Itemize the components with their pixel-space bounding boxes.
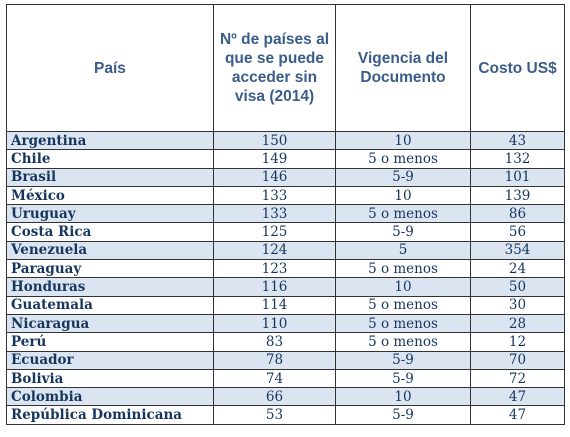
cell-costo: 12	[470, 332, 565, 352]
cell-pais: Venezuela	[6, 240, 214, 261]
header-pais: País	[6, 4, 214, 132]
cell-paises: 78	[213, 350, 336, 370]
cell-pais: Uruguay	[6, 204, 214, 224]
cell-pais: Perú	[6, 332, 214, 352]
cell-pais: Bolivia	[6, 368, 214, 389]
cell-vigencia: 5 o menos	[335, 259, 471, 279]
cell-costo: 50	[470, 277, 565, 297]
header-paises-label: Nº de países al que se puede acceder sin…	[219, 31, 330, 105]
cell-pais: Argentina	[6, 130, 214, 151]
cell-vigencia: 5-9	[335, 350, 471, 370]
cell-vigencia: 5 o menos	[335, 295, 471, 315]
cell-pais: Nicaragua	[6, 313, 214, 334]
table-row: Uruguay 133 5 o menos 86	[6, 204, 565, 224]
header-row: País Nº de países al que se puede accede…	[6, 4, 565, 132]
table-row: Nicaragua 110 5 o menos 28	[6, 313, 565, 334]
cell-vigencia: 5 o menos	[335, 149, 471, 169]
cell-costo: 101	[470, 167, 565, 187]
table-row: Brasil 146 5-9 101	[6, 167, 565, 187]
header-costo-label: Costo US$	[478, 59, 557, 77]
cell-pais: Chile	[6, 149, 214, 169]
header-paises: Nº de países al que se puede acceder sin…	[213, 4, 336, 132]
header-vigencia: Vigencia del Documento	[335, 4, 471, 132]
cell-pais: Paraguay	[6, 259, 214, 279]
table-row: Argentina 150 10 43	[6, 130, 565, 151]
table-row: Ecuador 78 5-9 70	[6, 350, 565, 370]
table-row: Bolivia 74 5-9 72	[6, 368, 565, 389]
cell-costo: 86	[470, 204, 565, 224]
cell-pais: Costa Rica	[6, 222, 214, 242]
cell-costo: 47	[470, 405, 565, 425]
table-row: Guatemala 114 5 o menos 30	[6, 295, 565, 315]
table-row: Paraguay 123 5 o menos 24	[6, 259, 565, 279]
cell-pais: Colombia	[6, 387, 214, 407]
cell-paises: 133	[213, 204, 336, 224]
table-body: Argentina 150 10 43 Chile 149 5 o menos …	[6, 130, 565, 425]
cell-paises: 150	[213, 130, 336, 151]
cell-pais: República Dominicana	[6, 405, 214, 425]
table-row: Venezuela 124 5 354	[6, 240, 565, 261]
cell-paises: 110	[213, 313, 336, 334]
cell-costo: 47	[470, 387, 565, 407]
cell-costo: 30	[470, 295, 565, 315]
cell-vigencia: 10	[335, 130, 471, 151]
cell-paises: 66	[213, 387, 336, 407]
table-row: Chile 149 5 o menos 132	[6, 149, 565, 169]
cell-vigencia: 5-9	[335, 405, 471, 425]
cell-paises: 116	[213, 277, 336, 297]
cell-vigencia: 10	[335, 185, 471, 206]
header-costo: Costo US$	[470, 4, 565, 132]
cell-pais: Honduras	[6, 277, 214, 297]
cell-vigencia: 5-9	[335, 222, 471, 242]
header-pais-label: País	[94, 59, 126, 77]
cell-costo: 132	[470, 149, 565, 169]
cell-costo: 43	[470, 130, 565, 151]
cell-costo: 70	[470, 350, 565, 370]
cell-vigencia: 5	[335, 240, 471, 261]
cell-costo: 28	[470, 313, 565, 334]
table-row: Honduras 116 10 50	[6, 277, 565, 297]
cell-pais: Brasil	[6, 167, 214, 187]
header-vigencia-label: Vigencia del Documento	[357, 50, 449, 86]
passport-table: País Nº de países al que se puede accede…	[6, 4, 565, 425]
cell-costo: 56	[470, 222, 565, 242]
table-row: México 133 10 139	[6, 185, 565, 206]
cell-paises: 123	[213, 259, 336, 279]
cell-paises: 124	[213, 240, 336, 261]
table-row: República Dominicana 53 5-9 47	[6, 405, 565, 425]
cell-paises: 133	[213, 185, 336, 206]
table-container: País Nº de países al que se puede accede…	[6, 4, 565, 425]
cell-vigencia: 5 o menos	[335, 204, 471, 224]
cell-costo: 139	[470, 185, 565, 206]
cell-paises: 114	[213, 295, 336, 315]
cell-vigencia: 5-9	[335, 167, 471, 187]
cell-vigencia: 5 o menos	[335, 332, 471, 352]
cell-paises: 74	[213, 368, 336, 389]
cell-vigencia: 5 o menos	[335, 313, 471, 334]
cell-vigencia: 10	[335, 387, 471, 407]
table-row: Costa Rica 125 5-9 56	[6, 222, 565, 242]
cell-pais: Guatemala	[6, 295, 214, 315]
cell-pais: Ecuador	[6, 350, 214, 370]
cell-paises: 125	[213, 222, 336, 242]
cell-paises: 149	[213, 149, 336, 169]
cell-costo: 24	[470, 259, 565, 279]
table-row: Perú 83 5 o menos 12	[6, 332, 565, 352]
cell-paises: 83	[213, 332, 336, 352]
cell-vigencia: 5-9	[335, 368, 471, 389]
table-header: País Nº de países al que se puede accede…	[6, 4, 565, 132]
table-row: Colombia 66 10 47	[6, 387, 565, 407]
cell-costo: 354	[470, 240, 565, 261]
cell-paises: 146	[213, 167, 336, 187]
cell-costo: 72	[470, 368, 565, 389]
cell-pais: México	[6, 185, 214, 206]
cell-vigencia: 10	[335, 277, 471, 297]
cell-paises: 53	[213, 405, 336, 425]
